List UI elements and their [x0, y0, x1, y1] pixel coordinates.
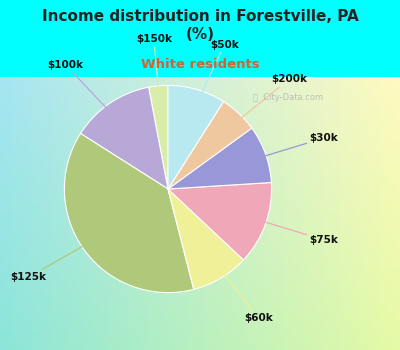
Text: $60k: $60k [202, 247, 273, 323]
Wedge shape [64, 133, 194, 293]
Wedge shape [148, 85, 168, 189]
Text: $100k: $100k [48, 60, 130, 133]
Text: $125k: $125k [10, 229, 114, 282]
Wedge shape [168, 128, 271, 189]
Wedge shape [168, 182, 272, 260]
Text: White residents: White residents [141, 58, 259, 71]
Wedge shape [168, 102, 252, 189]
Wedge shape [168, 85, 224, 189]
Wedge shape [168, 189, 244, 289]
Text: ⓘ  City-Data.com: ⓘ City-Data.com [253, 93, 323, 103]
Text: $30k: $30k [231, 133, 338, 166]
Text: $150k: $150k [136, 34, 172, 122]
Wedge shape [80, 87, 168, 189]
Text: Income distribution in Forestville, PA
(%): Income distribution in Forestville, PA (… [42, 9, 358, 42]
Text: $200k: $200k [214, 75, 307, 140]
Text: $50k: $50k [187, 40, 239, 124]
Text: $75k: $75k [231, 212, 338, 245]
